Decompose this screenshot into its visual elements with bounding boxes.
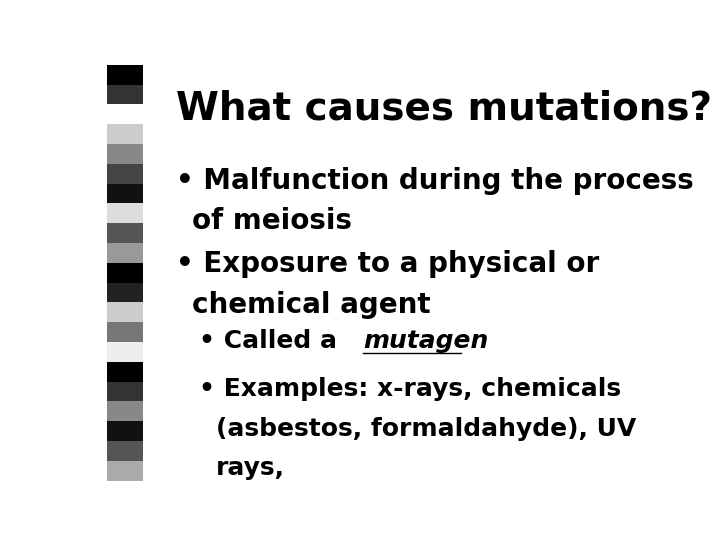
Bar	[107, 85, 143, 104]
Bar	[107, 144, 143, 164]
Text: • Examples: x-rays, chemicals: • Examples: x-rays, chemicals	[199, 377, 621, 401]
Text: • Malfunction during the process: • Malfunction during the process	[176, 167, 694, 195]
Bar	[107, 263, 143, 282]
Bar	[107, 441, 143, 461]
Bar	[107, 322, 143, 342]
Bar	[107, 362, 143, 382]
Bar	[107, 421, 143, 441]
Bar	[107, 302, 143, 322]
Text: (asbestos, formaldahyde), UV: (asbestos, formaldahyde), UV	[215, 417, 636, 441]
Bar	[107, 461, 143, 481]
Bar	[107, 204, 143, 223]
Text: • Called a: • Called a	[199, 329, 346, 353]
Bar	[107, 164, 143, 184]
Bar	[107, 342, 143, 362]
Bar	[107, 184, 143, 204]
Bar	[107, 382, 143, 401]
Bar	[107, 243, 143, 263]
Text: rays,: rays,	[215, 456, 284, 481]
Text: What causes mutations?: What causes mutations?	[176, 90, 713, 128]
Text: of meiosis: of meiosis	[192, 207, 352, 235]
Bar	[107, 104, 143, 124]
Bar	[107, 223, 143, 243]
Bar	[107, 124, 143, 144]
Text: • Exposure to a physical or: • Exposure to a physical or	[176, 250, 600, 278]
Bar	[107, 65, 143, 85]
Text: chemical agent: chemical agent	[192, 291, 431, 319]
Bar	[107, 282, 143, 302]
Text: mutagen: mutagen	[364, 329, 489, 353]
Bar	[107, 401, 143, 421]
